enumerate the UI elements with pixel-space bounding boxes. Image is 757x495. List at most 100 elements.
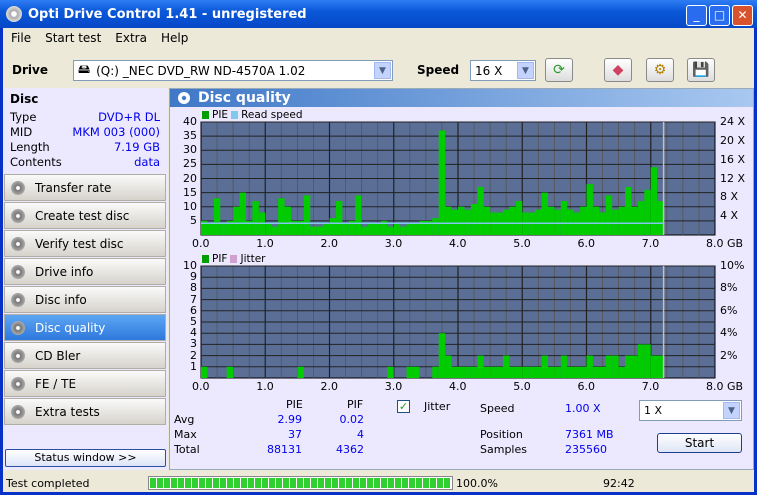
disc-info-row: MID MKM 003 (000) <box>10 125 160 139</box>
data-bar <box>554 366 561 378</box>
data-bar <box>522 366 529 378</box>
save-button[interactable]: 💾 <box>687 58 715 82</box>
data-bar <box>644 344 651 378</box>
speed-select[interactable]: 16 X ▼ <box>470 60 536 81</box>
disc-info-value: MKM 003 (000) <box>72 125 160 139</box>
nav-create-test-disc[interactable]: Create test disc <box>4 202 166 229</box>
nav-label: Disc quality <box>35 320 106 335</box>
disc-quality-icon <box>178 92 190 104</box>
y-tick-label: 15 <box>183 185 197 199</box>
nav-disc-quality[interactable]: Disc quality <box>4 314 166 341</box>
menu-file[interactable]: File <box>11 31 32 45</box>
refresh-button[interactable]: ⟳ <box>545 58 573 82</box>
x-tick-label: 7.0 <box>641 237 660 250</box>
nav-verify-test-disc[interactable]: Verify test disc <box>4 230 166 257</box>
nav-transfer-rate[interactable]: Transfer rate <box>4 174 166 201</box>
nav-disc-info[interactable]: Disc info <box>4 286 166 313</box>
disc-info-value: data <box>134 155 160 169</box>
minimize-button[interactable]: _ <box>686 5 707 26</box>
data-bar <box>631 206 638 235</box>
samples-value: 235560 <box>565 443 607 456</box>
data-bar <box>573 366 581 378</box>
data-bar <box>406 223 414 235</box>
window-title: Opti Drive Control 1.41 - unregistered <box>28 6 307 22</box>
disc-icon <box>11 236 25 251</box>
col-pie: PIE <box>286 398 303 411</box>
status-window-button[interactable]: Status window >> <box>5 449 166 467</box>
data-bar <box>509 366 516 378</box>
legend-jitter: Jitter <box>240 253 266 265</box>
data-bar <box>618 206 626 235</box>
chevron-down-icon[interactable]: ▼ <box>723 402 740 419</box>
menu-help[interactable]: Help <box>160 31 189 45</box>
nav-extra-tests[interactable]: Extra tests <box>4 398 166 425</box>
speed-stat-value: 1.00 X <box>565 402 601 415</box>
menu-start-test[interactable]: Start test <box>45 31 102 45</box>
close-button[interactable]: ✕ <box>732 5 753 26</box>
data-bar <box>329 218 336 235</box>
nav-drive-info[interactable]: Drive info <box>4 258 166 285</box>
nav-cd-bler[interactable]: CD Bler <box>4 342 166 369</box>
data-bar <box>290 220 298 235</box>
test-speed-select[interactable]: 1 X ▼ <box>639 400 742 421</box>
legend-swatch-jitter <box>230 255 238 263</box>
legend-top: PIE Read speed <box>202 109 303 121</box>
data-bar <box>413 223 420 235</box>
nav-label: CD Bler <box>35 348 81 363</box>
data-bar <box>297 220 304 235</box>
y-tick-label: 30 <box>183 143 197 157</box>
y-tick-label: 7 <box>190 292 197 306</box>
disc-info-key: Length <box>10 140 50 154</box>
data-bar <box>335 201 343 235</box>
x-tick-label: 6.0 <box>577 380 596 393</box>
chevron-down-icon[interactable]: ▼ <box>517 62 534 79</box>
app-icon <box>6 6 22 22</box>
data-bar <box>458 206 465 235</box>
data-bar <box>535 366 542 378</box>
data-bar <box>310 226 317 235</box>
data-bar <box>201 366 208 378</box>
data-bar <box>284 206 291 235</box>
nav-label: Extra tests <box>35 404 100 419</box>
data-bar <box>233 206 240 235</box>
jitter-checkbox[interactable]: ✓ <box>397 400 410 413</box>
data-bar <box>554 209 561 235</box>
data-bar <box>451 209 458 235</box>
data-bar <box>528 366 536 378</box>
nav-fe-te[interactable]: FE / TE <box>4 370 166 397</box>
y2-tick-label: 20 X <box>720 133 746 147</box>
stat-pie-value: 88131 <box>267 443 302 456</box>
disc-icon <box>11 348 25 363</box>
title-bar: Opti Drive Control 1.41 - unregistered <box>0 0 757 28</box>
y-tick-label: 20 <box>183 171 197 185</box>
x-tick-label: 0.0 <box>192 237 210 250</box>
chevron-down-icon[interactable]: ▼ <box>374 62 391 79</box>
y-tick-label: 5 <box>190 315 197 328</box>
drive-label: Drive <box>12 63 48 77</box>
erase-button[interactable]: ◆ <box>604 58 632 82</box>
status-bar: Test completed 100.0% 92:42 <box>3 474 754 492</box>
data-bar <box>592 366 600 378</box>
x-tick-label: 5.0 <box>513 380 531 393</box>
settings-button[interactable]: ⚙ <box>646 58 674 82</box>
y-tick-label: 25 <box>183 157 197 171</box>
data-bar <box>612 355 619 378</box>
stat-row-label: Max <box>174 428 197 441</box>
y2-tick-label: 10% <box>720 259 745 272</box>
maximize-button[interactable]: □ <box>709 5 730 26</box>
data-bar <box>400 226 407 235</box>
drive-select[interactable]: 🖴 (Q:) _NEC DVD_RW ND-4570A 1.02 ▼ <box>73 60 393 81</box>
y-tick-label: 35 <box>183 129 197 143</box>
data-bar <box>625 355 632 378</box>
y-tick-label: 5 <box>190 213 197 227</box>
nav-label: Verify test disc <box>35 236 124 251</box>
disc-icon <box>11 376 25 391</box>
menu-extra[interactable]: Extra <box>115 31 147 45</box>
menu-bar: File Start test Extra Help <box>3 28 754 48</box>
stat-pie-value: 2.99 <box>277 413 303 426</box>
legend-read-speed: Read speed <box>241 109 303 121</box>
start-button[interactable]: Start <box>657 433 742 453</box>
data-bar <box>560 355 568 378</box>
data-bar <box>380 220 388 235</box>
disc-icon <box>11 404 25 419</box>
